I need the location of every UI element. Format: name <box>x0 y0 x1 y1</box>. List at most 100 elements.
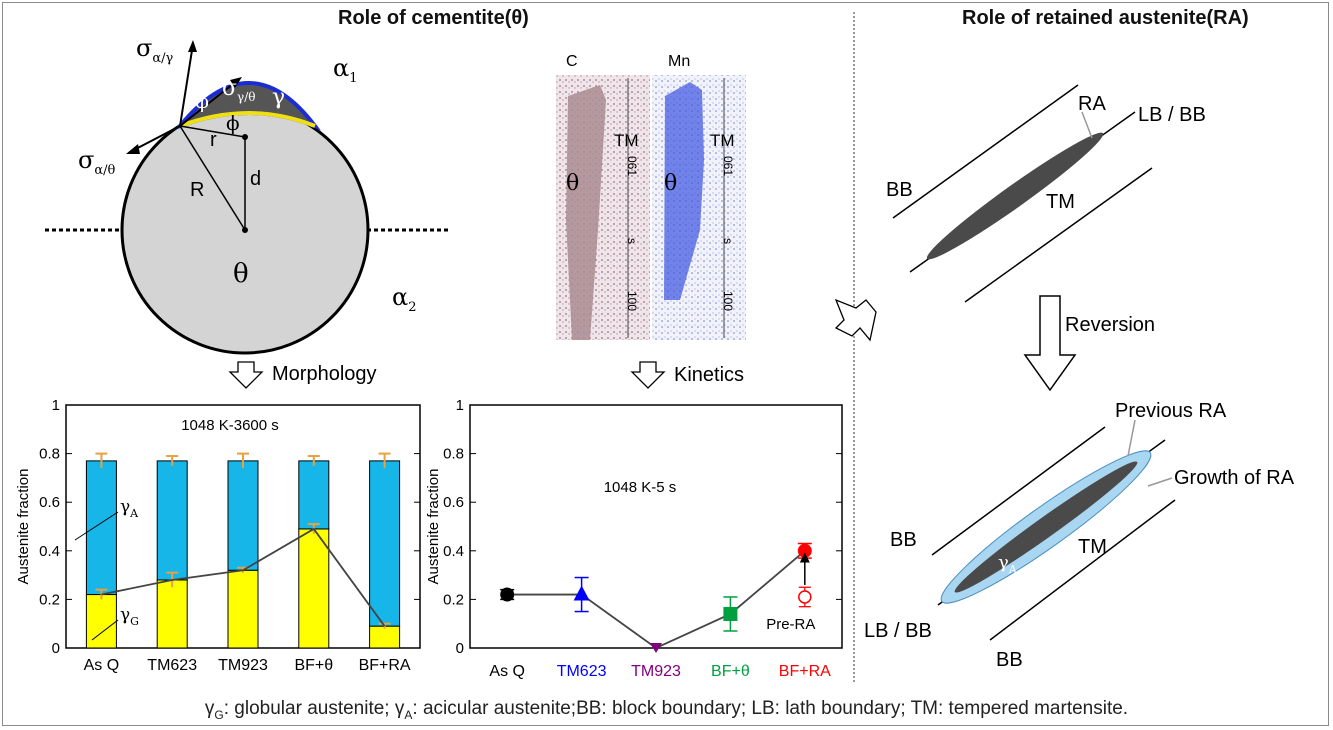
data-point <box>650 643 662 653</box>
apt-c-label: C <box>566 53 578 70</box>
sigma-at-label: σα/θ <box>78 146 116 178</box>
gamma-a-label-bottom: γA <box>998 552 1018 576</box>
y-tick-label: 0.6 <box>443 494 464 511</box>
sigma-gt-arrow <box>179 79 239 127</box>
morphology-label: Morphology <box>272 363 377 385</box>
data-point <box>573 585 590 601</box>
theta-label: θ <box>233 259 249 289</box>
sigma-ag-arrow <box>179 43 194 127</box>
chart-title: 1048 K-3600 s <box>181 417 279 434</box>
sigma-at-arrowhead <box>126 144 140 154</box>
y-tick-label: 0.6 <box>39 494 60 511</box>
sigma-gt-arrowhead <box>230 77 242 88</box>
previous-ra-label: Previous RA <box>1115 400 1227 422</box>
apt-scale-mn-top: 061 <box>721 156 735 176</box>
apt-scale-mn-bottom: 100 <box>721 291 735 311</box>
apt-scale-c-mid: s <box>625 238 639 244</box>
x-tick-label: As Q <box>489 663 525 680</box>
y-tick-label: 0.4 <box>39 543 60 560</box>
lb-bb-label-top: LB / BB <box>1138 104 1206 126</box>
y-tick-label: 0.2 <box>39 591 60 608</box>
gamma-g-series-label: γG <box>120 605 139 628</box>
bar-acicular <box>369 460 401 627</box>
radius-line <box>179 125 246 231</box>
chart-title: 1048 K-5 s <box>604 479 677 496</box>
apt-scale-c-bottom: 100 <box>625 291 639 311</box>
kinetics-label: Kinetics <box>674 364 744 386</box>
apt-scale-mn-mid: s <box>721 238 735 244</box>
cementite-isosurface <box>566 85 606 340</box>
x-tick-label: As Q <box>84 657 120 674</box>
growth-ra-leader <box>1147 477 1173 487</box>
data-point <box>723 606 738 621</box>
previous-ra-leader <box>1127 419 1136 457</box>
bb-label-bottom-left: BB <box>890 529 917 551</box>
caption-text: γG: globular austenite; γA: acicular aus… <box>204 698 1129 722</box>
bb-line-upper-2 <box>931 426 1106 556</box>
gamma-a-leader <box>74 511 119 541</box>
sigma-ag-arrowhead <box>188 40 197 52</box>
y-tick-label: 0.8 <box>443 446 464 463</box>
x-tick-label: BF+θ <box>294 657 333 674</box>
apt-mn-label: Mn <box>668 53 690 70</box>
y-tick-label: 1 <box>456 397 464 414</box>
bb-line-upper <box>892 84 1079 219</box>
data-point <box>797 543 812 558</box>
y-tick-label: 0 <box>52 640 60 657</box>
morphology-arrow-icon <box>228 361 264 389</box>
gamma-a-series-label: γA <box>120 497 139 520</box>
bb-line-lower-2 <box>989 499 1176 641</box>
apt-scale-c-top: 061 <box>625 156 639 176</box>
bar-acicular <box>85 460 117 596</box>
pre-ra-label: Pre-RA <box>766 616 815 633</box>
ra-label: RA <box>1078 93 1106 115</box>
sigma-ag-label: σα/γ <box>136 34 174 66</box>
data-point <box>500 587 515 602</box>
y-tick-label: 0.8 <box>39 446 60 463</box>
y-tick-label: 1 <box>52 397 60 414</box>
x-tick-label: BF+RA <box>359 657 411 674</box>
bb-line-lower <box>964 167 1153 303</box>
x-tick-label: TM923 <box>218 657 268 674</box>
phi-upper-label: φ <box>195 89 209 113</box>
apt-theta-label-mn: θ <box>664 171 677 196</box>
gamma-g-leader <box>91 619 119 641</box>
bar-globular <box>156 579 188 649</box>
kinetics-arrow-icon <box>630 361 666 389</box>
y-axis-label: Austenite fraction <box>425 469 442 585</box>
previous-ra-core <box>954 461 1138 593</box>
apt-tm-label-c: TM <box>614 131 639 150</box>
bar-globular <box>298 528 330 649</box>
cap-center-dot <box>242 134 248 140</box>
panel-separator <box>853 12 855 682</box>
pre-ra-arrowhead <box>799 552 810 563</box>
phi-lower-label: ϕ <box>226 111 240 135</box>
reversion-label: Reversion <box>1065 314 1155 336</box>
tm-label-bottom: TM <box>1078 536 1107 558</box>
tm-label-top: TM <box>1046 191 1075 213</box>
y-tick-label: 0 <box>456 640 464 657</box>
x-tick-label: TM923 <box>631 663 681 680</box>
x-tick-label: TM623 <box>147 657 197 674</box>
growth-ra-label: Growth of RA <box>1174 467 1295 489</box>
pre-ra-point <box>798 590 812 604</box>
x-tick-label: TM623 <box>557 663 607 680</box>
apt-theta-label-c: θ <box>566 171 579 196</box>
center-dot <box>242 227 248 233</box>
mn-enrichment <box>664 82 704 300</box>
reversion-arrow-icon <box>1023 295 1077 392</box>
plot-frame <box>469 404 843 649</box>
gamma-label: γ <box>272 85 285 110</box>
heading-retained-austenite: Role of retained austenite(RA) <box>962 7 1249 29</box>
ra-leader <box>1081 111 1093 139</box>
bar-globular <box>85 594 117 649</box>
figure-caption: γG: globular austenite; γA: acicular aus… <box>0 698 1333 722</box>
